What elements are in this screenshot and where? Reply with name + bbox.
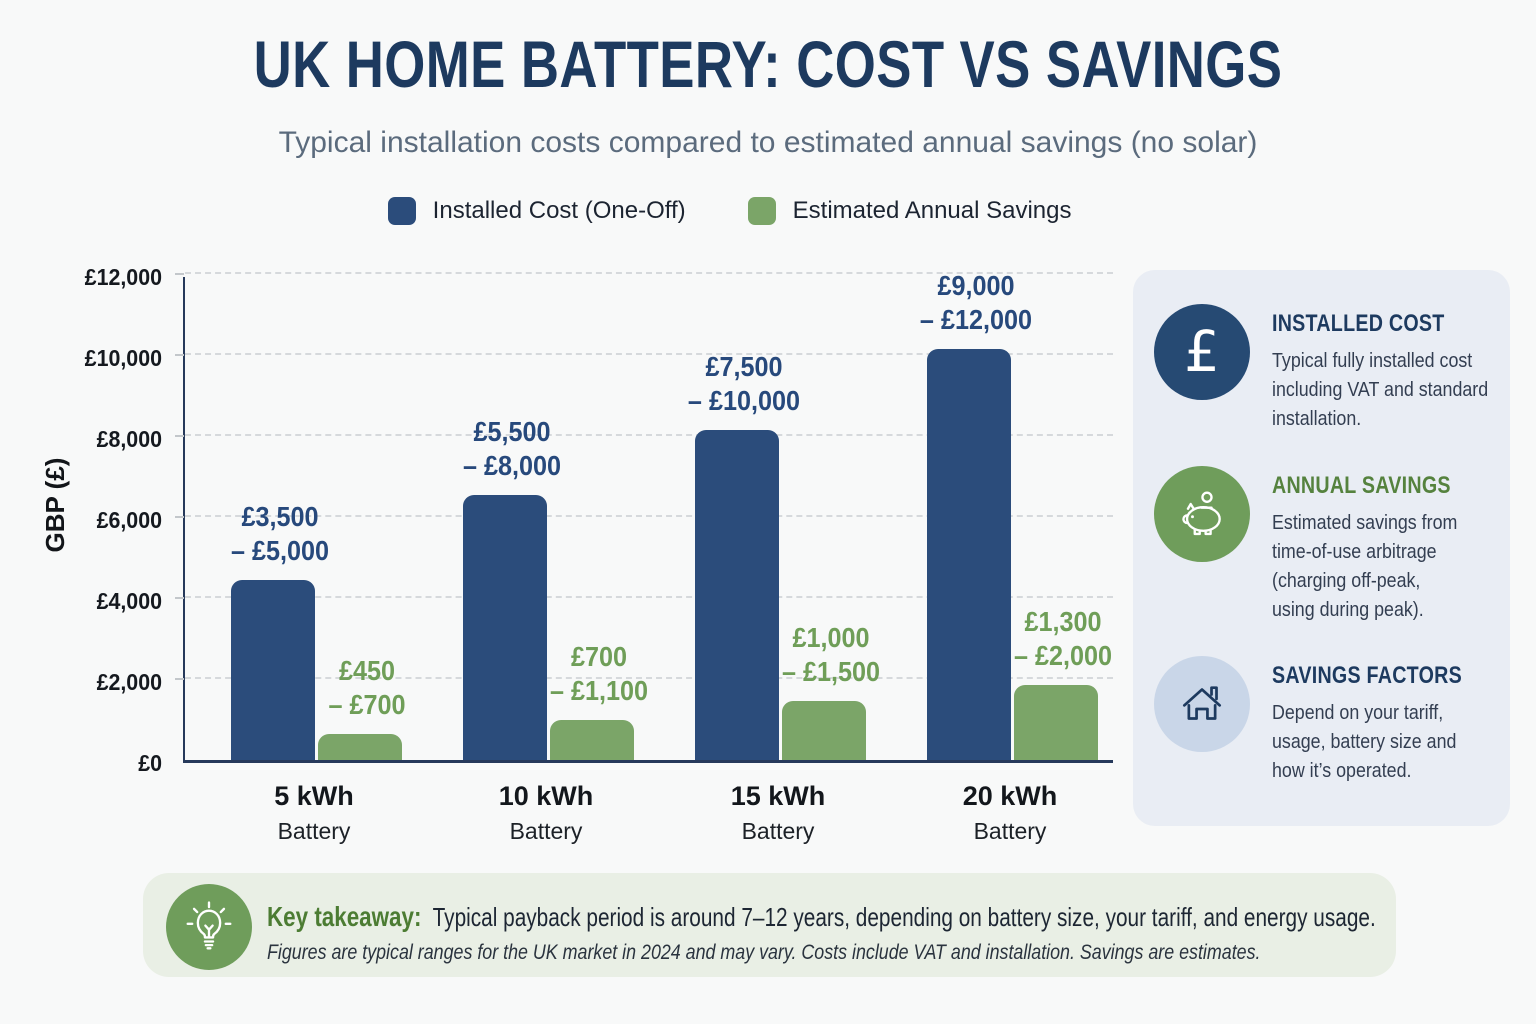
legend-item-installed-cost: Installed Cost (One-Off) — [387, 197, 686, 225]
x-axis-category: 5 kWh Battery — [274, 781, 354, 844]
y-tick-label: £12,000 — [84, 264, 162, 290]
axis-tick — [175, 435, 184, 437]
legend-label-savings: Estimated Annual Savings — [792, 197, 1072, 224]
y-tick-label: £0 — [138, 750, 162, 776]
axis-tick — [175, 273, 184, 275]
axis-tick — [175, 597, 184, 599]
cost-range-label: £5,500– £8,000 — [462, 416, 561, 481]
key-takeaway-panel: Key takeaway: Typical payback period is a… — [143, 873, 1396, 977]
info-card-annual-savings: ANNUAL SAVINGS Estimated savings from ti… — [1154, 466, 1534, 624]
plot-area: £3,500– £5,000 £450– £700 £5,500– £8,000 £7… — [175, 270, 1113, 763]
info-card-savings-factors: SAVINGS FACTORS Depend on your tariff, u… — [1154, 656, 1534, 785]
x-axis-category: 15 kWh Battery — [730, 781, 826, 844]
installed-cost-bar — [926, 349, 1011, 760]
y-tick-label: £2,000 — [96, 669, 162, 695]
legend-swatch-savings — [747, 197, 776, 225]
card-title-annual-savings: ANNUAL SAVINGS — [1272, 472, 1451, 499]
gridline — [185, 677, 1113, 679]
card-title-installed-cost: INSTALLED COST — [1272, 310, 1445, 337]
annual-savings-bar — [549, 720, 634, 760]
savings-range-label: £450– £700 — [327, 655, 406, 720]
y-tick-label: £4,000 — [96, 588, 162, 614]
gridline — [185, 434, 1113, 436]
y-axis-labels: £0 £2,000 £4,000 £6,000 £8,000 £10,000 £12,000 — [40, 264, 162, 776]
legend-item-annual-savings: Estimated Annual Savings — [747, 197, 1072, 225]
savings-range-label: £700– £1,100 — [549, 641, 648, 706]
gridline — [185, 515, 1113, 517]
card-body-savings-factors: Depend on your tariff, usage, battery si… — [1272, 701, 1457, 782]
card-body-installed-cost: Typical fully installed cost including V… — [1272, 349, 1489, 430]
legend-swatch-cost — [387, 197, 416, 225]
card-body-annual-savings: Estimated savings from time-of-use arbit… — [1272, 511, 1458, 621]
y-tick-label: £10,000 — [84, 345, 162, 371]
axis-tick — [175, 354, 184, 356]
chart-legend: Installed Cost (One-Off) Estimated Annua… — [0, 197, 1459, 225]
cost-range-label: £3,500– £5,000 — [230, 501, 329, 566]
gridline — [185, 596, 1113, 598]
info-card-installed-cost: £ INSTALLED COST Typical fully installed… — [1154, 304, 1534, 433]
page-title: UK HOME BATTERY: COST VS SAVINGS — [253, 27, 1283, 101]
house-icon — [1154, 656, 1250, 752]
x-axis-category: 10 kWh Battery — [498, 781, 594, 844]
pound-icon: £ — [1154, 304, 1250, 400]
gridline — [185, 272, 1113, 274]
axis-tick — [175, 516, 184, 518]
cost-range-label: £9,000– £12,000 — [919, 270, 1032, 335]
takeaway-footnote: Figures are typical ranges for the UK ma… — [267, 941, 1261, 964]
x-axis-category: 20 kWh Battery — [962, 781, 1058, 844]
installed-cost-bar — [230, 580, 315, 760]
legend-label-cost: Installed Cost (One-Off) — [432, 197, 686, 224]
savings-range-label: £1,300– £2,000 — [1013, 606, 1112, 671]
annual-savings-bar — [781, 701, 866, 760]
cost-range-label: £7,500– £10,000 — [687, 351, 800, 416]
x-axis-labels: 5 kWh Battery 10 kWh Battery 15 kWh Battery 20… — [183, 781, 1113, 861]
y-tick-label: £8,000 — [96, 426, 162, 452]
piggy-bank-icon — [1154, 466, 1250, 562]
y-tick-label: £6,000 — [96, 507, 162, 533]
axis-tick — [175, 678, 184, 680]
lightbulb-icon — [166, 884, 252, 970]
annual-savings-bar — [317, 734, 402, 760]
installed-cost-bar — [694, 430, 779, 760]
savings-range-label: £1,000– £1,500 — [781, 622, 880, 687]
page-subtitle: Typical installation costs compared to e… — [278, 126, 1258, 159]
annual-savings-bar — [1013, 685, 1098, 760]
card-title-savings-factors: SAVINGS FACTORS — [1272, 662, 1462, 689]
info-panel: £ INSTALLED COST Typical fully installed… — [1133, 270, 1510, 826]
takeaway-label: Key takeaway: — [267, 901, 422, 932]
gridline — [185, 353, 1113, 355]
installed-cost-bar — [462, 495, 547, 760]
takeaway-text: Typical payback period is around 7–12 ye… — [432, 902, 1376, 932]
